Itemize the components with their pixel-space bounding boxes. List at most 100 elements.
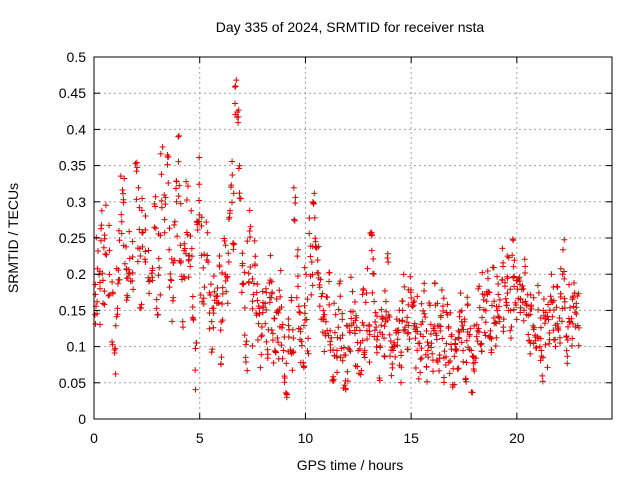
data-point — [153, 296, 160, 303]
data-point — [242, 341, 249, 348]
data-point — [522, 263, 529, 270]
data-point — [495, 303, 502, 310]
data-point — [522, 270, 529, 277]
data-point — [536, 343, 543, 350]
data-point — [334, 369, 341, 376]
data-point — [300, 359, 307, 366]
data-point — [458, 307, 465, 314]
data-point — [457, 290, 464, 297]
data-point — [354, 363, 361, 370]
data-point — [519, 299, 526, 306]
data-point — [445, 325, 452, 332]
data-point — [176, 182, 183, 189]
data-point — [507, 286, 514, 293]
data-point — [103, 251, 110, 258]
data-point — [101, 301, 108, 308]
y-tick-label: 0.2 — [67, 266, 87, 282]
data-point — [316, 303, 323, 310]
data-point — [550, 336, 557, 343]
data-point — [387, 338, 394, 345]
data-point — [513, 316, 520, 323]
data-point — [173, 198, 180, 205]
data-point — [567, 304, 574, 311]
data-point — [341, 382, 348, 389]
data-point — [151, 224, 158, 231]
data-point — [507, 335, 514, 342]
data-point — [200, 295, 207, 302]
data-point — [194, 226, 201, 233]
data-point — [290, 335, 297, 342]
data-point — [227, 207, 234, 214]
data-point — [251, 261, 258, 268]
data-point — [249, 275, 256, 282]
data-point — [385, 259, 392, 266]
data-point — [557, 339, 564, 346]
data-point — [214, 293, 221, 300]
data-point — [523, 301, 530, 308]
data-point — [359, 337, 366, 344]
data-point — [129, 254, 136, 261]
data-point — [224, 273, 231, 280]
data-point — [331, 300, 338, 307]
data-point — [161, 229, 168, 236]
data-point — [340, 344, 347, 351]
data-point — [214, 284, 221, 291]
data-point — [188, 207, 195, 214]
data-point — [269, 330, 276, 337]
data-point — [256, 310, 263, 317]
data-point — [472, 355, 479, 362]
data-point — [564, 360, 571, 367]
data-point — [486, 289, 493, 296]
data-point — [534, 282, 541, 289]
data-point — [367, 230, 374, 237]
data-point — [292, 194, 299, 201]
data-point — [443, 353, 450, 360]
data-point — [470, 366, 477, 373]
data-point — [247, 223, 254, 230]
data-point — [259, 288, 266, 295]
data-point — [347, 348, 354, 355]
data-point — [116, 237, 123, 244]
data-point — [374, 313, 381, 320]
data-point — [102, 202, 109, 209]
data-point — [447, 358, 454, 365]
data-point — [155, 230, 162, 237]
data-point — [485, 288, 492, 295]
data-point — [521, 256, 528, 263]
data-point — [180, 324, 187, 331]
data-point — [523, 302, 530, 309]
data-point — [117, 173, 124, 180]
data-point — [242, 359, 249, 366]
data-point — [351, 327, 358, 334]
data-point — [398, 379, 405, 386]
data-point — [357, 371, 364, 378]
data-point — [525, 331, 532, 338]
data-point — [394, 336, 401, 343]
data-point — [495, 313, 502, 320]
data-point — [297, 326, 304, 333]
data-point — [250, 280, 257, 287]
data-point — [517, 304, 524, 311]
data-point — [151, 200, 158, 207]
data-point — [412, 364, 419, 371]
data-point — [568, 315, 575, 322]
data-point — [339, 310, 346, 317]
data-point — [192, 367, 199, 374]
x-tick-label: 5 — [196, 430, 204, 446]
data-point — [174, 233, 181, 240]
data-point — [386, 353, 393, 360]
data-point — [362, 299, 369, 306]
y-tick-label: 0.4 — [67, 121, 87, 137]
data-point — [550, 307, 557, 314]
data-point — [301, 310, 308, 317]
data-point — [499, 276, 506, 283]
data-point — [418, 321, 425, 328]
data-point — [161, 216, 168, 223]
x-tick-label: 0 — [90, 430, 98, 446]
data-point — [379, 316, 386, 323]
data-point — [427, 321, 434, 328]
data-point — [461, 316, 468, 323]
data-point — [145, 247, 152, 254]
data-point — [490, 314, 497, 321]
data-point — [292, 199, 299, 206]
